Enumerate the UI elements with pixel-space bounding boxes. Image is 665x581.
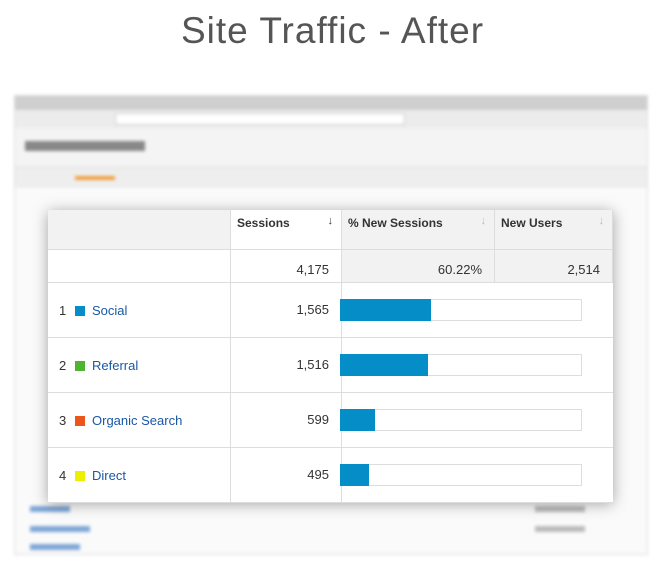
row-rank: 2 <box>59 358 67 373</box>
totals-label-cell <box>48 250 231 283</box>
color-swatch <box>75 306 85 316</box>
bar-cell <box>342 338 613 393</box>
sessions-cell: 1,516 <box>231 338 342 393</box>
row-label-cell: 4 Direct <box>48 448 231 503</box>
session-bar <box>340 464 369 486</box>
color-swatch <box>75 416 85 426</box>
color-swatch <box>75 471 85 481</box>
total-value: 4,175 <box>296 262 329 277</box>
session-bar <box>340 299 431 321</box>
bar-cell <box>342 448 613 503</box>
column-header[interactable]: % New Sessions ↓ <box>342 210 495 250</box>
sessions-cell: 599 <box>231 393 342 448</box>
color-swatch <box>75 361 85 371</box>
total-value: 2,514 <box>567 262 600 277</box>
sort-arrow: ↓ <box>598 215 605 227</box>
total-cell: 60.22% <box>342 250 495 283</box>
sessions-table: Sessions ↓ % New Sessions ↓ New Users ↓ 4,175 6… <box>48 210 613 503</box>
sessions-cell: 495 <box>231 448 342 503</box>
sessions-value: 495 <box>307 467 329 482</box>
row-label-cell: 1 Social <box>48 283 231 338</box>
total-cell: 4,175 <box>231 250 342 283</box>
column-header[interactable]: Sessions ↓ <box>231 210 342 250</box>
session-bar <box>340 354 428 376</box>
channel-link[interactable]: Social <box>92 303 128 318</box>
channel-link[interactable]: Referral <box>92 358 139 373</box>
sessions-value: 599 <box>307 412 329 427</box>
sessions-value: 1,565 <box>296 302 329 317</box>
total-cell: 2,514 <box>495 250 613 283</box>
sort-arrow: ↓ <box>327 215 334 227</box>
header-cell <box>48 210 231 250</box>
page-title: Site Traffic - After <box>180 10 485 51</box>
row-rank: 3 <box>59 413 67 428</box>
session-bar <box>340 409 375 431</box>
sessions-cell: 1,565 <box>231 283 342 338</box>
row-label-cell: 3 Organic Search <box>48 393 231 448</box>
row-rank: 1 <box>59 303 67 318</box>
bar-cell <box>342 283 613 338</box>
column-header-text: Sessions <box>237 216 290 230</box>
total-value: 60.22% <box>437 262 482 277</box>
row-rank: 4 <box>59 468 67 483</box>
column-header[interactable]: New Users ↓ <box>495 210 613 250</box>
column-header-text: New Users <box>501 216 563 230</box>
bar-track <box>340 409 582 431</box>
sort-arrow: ↓ <box>480 215 487 227</box>
bar-cell <box>342 393 613 448</box>
column-header-text: % New Sessions <box>348 216 443 230</box>
row-label-cell: 2 Referral <box>48 338 231 393</box>
sessions-value: 1,516 <box>296 357 329 372</box>
channel-link[interactable]: Organic Search <box>92 413 183 428</box>
channel-link[interactable]: Direct <box>92 468 126 483</box>
bar-track <box>340 464 582 486</box>
